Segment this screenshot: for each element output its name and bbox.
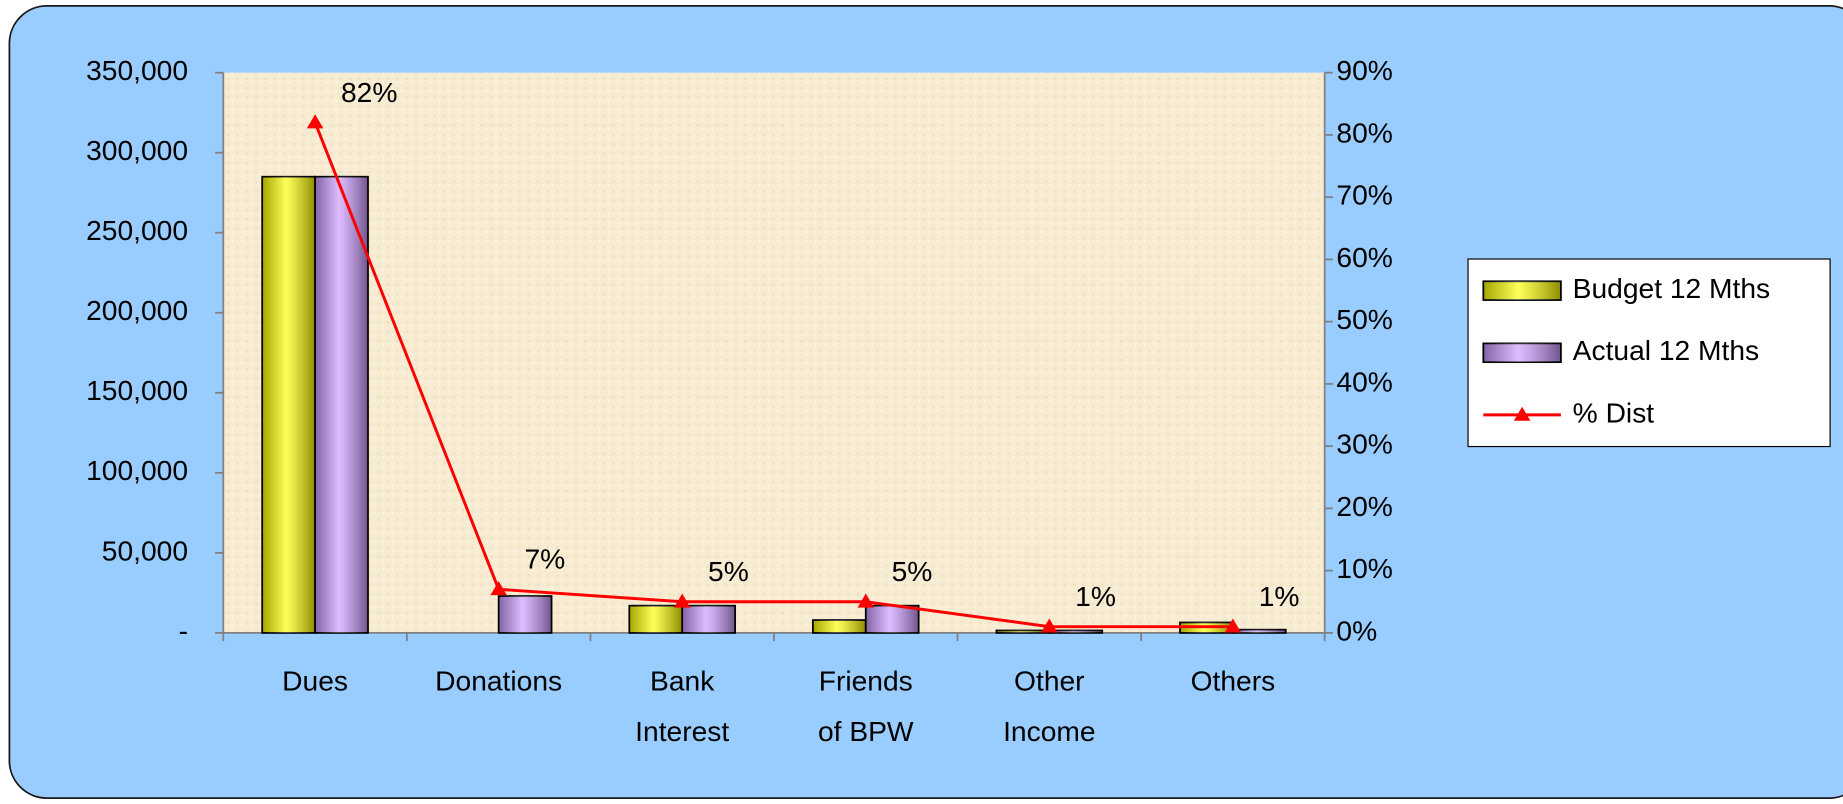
line-marker bbox=[1041, 618, 1058, 633]
bar-shade bbox=[812, 620, 866, 633]
y-tick-label: 200,000 bbox=[86, 295, 188, 326]
y-tick-label: - bbox=[179, 615, 188, 646]
legend-label: Actual 12 Mths bbox=[1573, 335, 1760, 366]
y2-tick-label: 90% bbox=[1336, 55, 1392, 86]
data-label: 1% bbox=[1075, 581, 1116, 612]
legend-marker bbox=[1513, 406, 1531, 421]
bar-shade bbox=[629, 605, 683, 633]
y-tick-label: 350,000 bbox=[86, 55, 188, 86]
x-tick-label: Other bbox=[1014, 666, 1085, 697]
x-tick-label: Income bbox=[1003, 716, 1095, 747]
y-tick-label: 50,000 bbox=[102, 535, 188, 566]
line-marker bbox=[306, 114, 324, 129]
data-label: 7% bbox=[525, 544, 566, 575]
legend-label: Budget 12 Mths bbox=[1573, 273, 1771, 304]
y-tick-label: 150,000 bbox=[86, 375, 188, 406]
data-label: 1% bbox=[1259, 581, 1300, 612]
x-tick-label: Donations bbox=[435, 666, 562, 697]
line-marker bbox=[673, 593, 691, 608]
line bbox=[313, 121, 1233, 629]
y-tick-label: 250,000 bbox=[86, 215, 188, 246]
x-tick-label: Dues bbox=[282, 666, 348, 697]
y2-tick-label: 10% bbox=[1336, 553, 1392, 584]
y2-tick-label: 30% bbox=[1336, 429, 1392, 460]
line-marker bbox=[1224, 618, 1242, 633]
bar-shade bbox=[1232, 629, 1286, 633]
y2-tick-label: 0% bbox=[1336, 615, 1377, 646]
data-label: 5% bbox=[892, 556, 933, 587]
bar-shade bbox=[682, 605, 736, 633]
y2-tick-label: 20% bbox=[1336, 491, 1392, 522]
y-tick-label: 100,000 bbox=[86, 455, 188, 486]
x-tick-label: Others bbox=[1191, 666, 1276, 697]
bar-shade bbox=[865, 605, 919, 633]
plot-area bbox=[223, 72, 1325, 633]
legend-label: % Dist bbox=[1573, 397, 1655, 428]
y2-tick-label: 50% bbox=[1336, 304, 1392, 335]
bar-shade bbox=[498, 596, 552, 633]
legend-swatch-shade bbox=[1483, 343, 1561, 363]
x-tick-label: Friends bbox=[819, 666, 913, 697]
bar-shade bbox=[315, 176, 368, 633]
y2-tick-label: 40% bbox=[1336, 366, 1392, 397]
y2-tick-label: 80% bbox=[1336, 117, 1392, 148]
bar-shade bbox=[996, 630, 1050, 633]
y2-tick-label: 70% bbox=[1336, 180, 1392, 211]
x-tick-label: of BPW bbox=[818, 716, 914, 747]
bar-shade bbox=[262, 176, 316, 633]
data-label: 5% bbox=[708, 556, 749, 587]
data-label: 82% bbox=[341, 77, 397, 108]
y2-tick-label: 60% bbox=[1336, 242, 1392, 273]
line-marker bbox=[490, 581, 507, 596]
y-tick-label: 300,000 bbox=[86, 135, 188, 166]
x-tick-label: Bank bbox=[650, 666, 715, 697]
line-marker bbox=[857, 593, 874, 608]
x-tick-label: Interest bbox=[635, 716, 729, 747]
bar-shade bbox=[1049, 630, 1103, 633]
legend-swatch-shade bbox=[1483, 281, 1561, 301]
